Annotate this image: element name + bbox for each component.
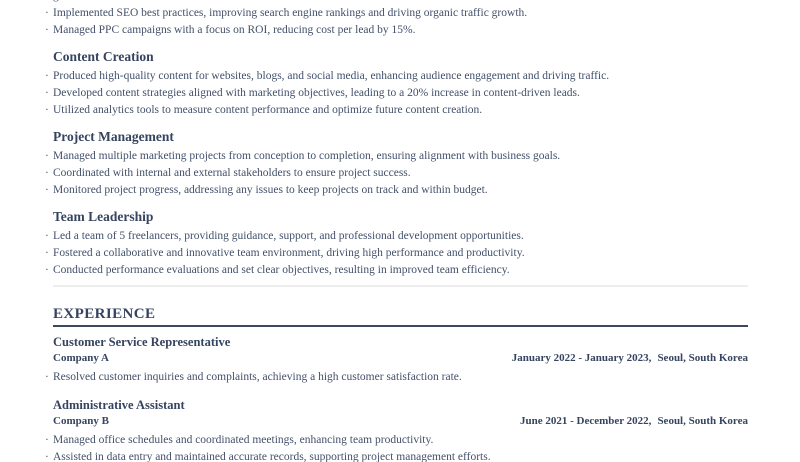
bullet-text: Resolved customer inquiries and complain… (53, 371, 462, 383)
bullet-item: · Implemented SEO best practices, improv… (45, 5, 748, 22)
bullet-text: Managed PPC campaigns with a focus on RO… (53, 24, 416, 36)
bullet-item: · Resolved customer inquiries and compla… (45, 369, 748, 386)
bullet-item: · Monitored project progress, addressing… (45, 182, 748, 199)
bullet-text: Fostered a collaborative and innovative … (53, 247, 525, 259)
bullet-text: Produced high-quality content for websit… (53, 70, 610, 82)
bullet-text: Coordinated with internal and external s… (53, 167, 411, 179)
bullet-marker: · (45, 371, 49, 383)
bullet-marker: · (45, 264, 49, 276)
job-meta-row: Company B June 2021 - December 2022, Seou… (53, 415, 748, 428)
bullet-marker: · (45, 230, 49, 242)
bullet-text: Developed content strategies aligned wit… (53, 87, 580, 99)
job-dates-location: June 2021 - December 2022, Seoul, South K… (520, 415, 748, 428)
job-company: Company B (53, 415, 109, 427)
bullet-item: · Fostered a collaborative and innovativ… (45, 245, 748, 262)
bullet-item: · Produced high-quality content for webs… (45, 68, 748, 85)
skill-group-heading: Content Creation (53, 49, 154, 64)
bullet-marker: · (45, 104, 49, 116)
bullet-item: · Assisted in data entry and maintained … (45, 449, 748, 462)
job-entry: Administrative Assistant Company B June … (45, 397, 748, 462)
bullet-marker: · (45, 87, 49, 99)
bullet-marker: · (45, 247, 49, 259)
bullet-marker: · (45, 167, 49, 179)
bullet-item: · Developed content strategies aligned w… (45, 85, 748, 102)
job-company: Company A (53, 352, 109, 364)
bullet-item: · Led a team of 5 freelancers, providing… (45, 228, 748, 245)
bullet-marker: · (45, 24, 49, 36)
bullet-marker: · (45, 451, 49, 462)
bullet-item: · Managed PPC campaigns with a focus on … (45, 22, 748, 39)
skill-group-project-management: Project Management · Managed multiple ma… (45, 129, 748, 199)
job-dates: June 2021 - December 2022, (519, 415, 652, 427)
bullet-text: Implemented SEO best practices, improvin… (53, 7, 528, 19)
job-location: Seoul, South Korea (657, 415, 748, 427)
bullet-marker: · (45, 7, 49, 19)
bullet-marker: · (45, 70, 49, 82)
bullet-text: Managed multiple marketing projects from… (53, 150, 561, 162)
job-dates: January 2022 - January 2023, (511, 352, 652, 364)
bullet-item: · Coordinated with internal and external… (45, 165, 748, 182)
bullet-text: Assisted in data entry and maintained ac… (53, 451, 491, 462)
bullet-item: · Managed multiple marketing projects fr… (45, 148, 748, 165)
skill-group-content-creation: Content Creation · Produced high-quality… (45, 49, 748, 119)
bullet-marker: · (45, 184, 49, 196)
skill-group-team-leadership: Team Leadership · Led a team of 5 freela… (45, 209, 748, 279)
bullet-text: Conducted performance evaluations and se… (53, 264, 510, 276)
section-divider (53, 285, 748, 287)
job-dates-location: January 2022 - January 2023, Seoul, South… (512, 352, 748, 365)
job-role: Customer Service Representative (53, 335, 231, 349)
bullet-text: Managed office schedules and coordinated… (53, 434, 434, 446)
skill-group-heading: Project Management (53, 129, 174, 144)
partial-top-line: generation. (53, 0, 748, 5)
bullet-marker: · (45, 434, 49, 446)
skill-group-heading: Team Leadership (53, 209, 154, 224)
section-title-experience: EXPERIENCE (53, 306, 748, 327)
job-location: Seoul, South Korea (657, 352, 748, 364)
job-entry: Customer Service Representative Company … (45, 334, 748, 386)
job-meta-row: Company A January 2022 - January 2023, Se… (53, 352, 748, 365)
bullet-text: Monitored project progress, addressing a… (53, 184, 488, 196)
bullet-text: Led a team of 5 freelancers, providing g… (53, 230, 524, 242)
bullet-item: · Conducted performance evaluations and … (45, 262, 748, 279)
bullet-item: · Managed office schedules and coordinat… (45, 432, 748, 449)
bullet-item: · Utilized analytics tools to measure co… (45, 102, 748, 119)
bullet-marker: · (45, 150, 49, 162)
bullet-text: Utilized analytics tools to measure cont… (53, 104, 483, 116)
job-role: Administrative Assistant (53, 398, 185, 412)
